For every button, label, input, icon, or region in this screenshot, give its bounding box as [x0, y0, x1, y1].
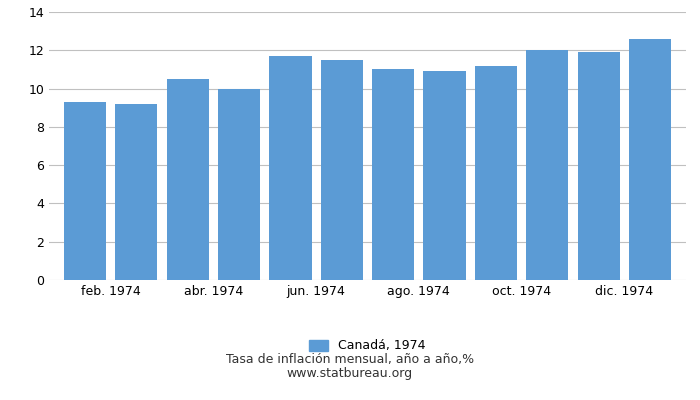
Bar	[270, 56, 312, 280]
Bar	[64, 102, 106, 280]
Bar	[578, 52, 620, 280]
Bar	[218, 88, 260, 280]
Bar	[424, 71, 466, 280]
Bar	[526, 50, 568, 280]
Text: www.statbureau.org: www.statbureau.org	[287, 368, 413, 380]
Text: Tasa de inflación mensual, año a año,%: Tasa de inflación mensual, año a año,%	[226, 354, 474, 366]
Bar	[372, 70, 414, 280]
Bar	[629, 39, 671, 280]
Bar	[167, 79, 209, 280]
Legend: Canadá, 1974: Canadá, 1974	[304, 334, 430, 358]
Bar	[475, 66, 517, 280]
Bar	[116, 104, 158, 280]
Bar	[321, 60, 363, 280]
